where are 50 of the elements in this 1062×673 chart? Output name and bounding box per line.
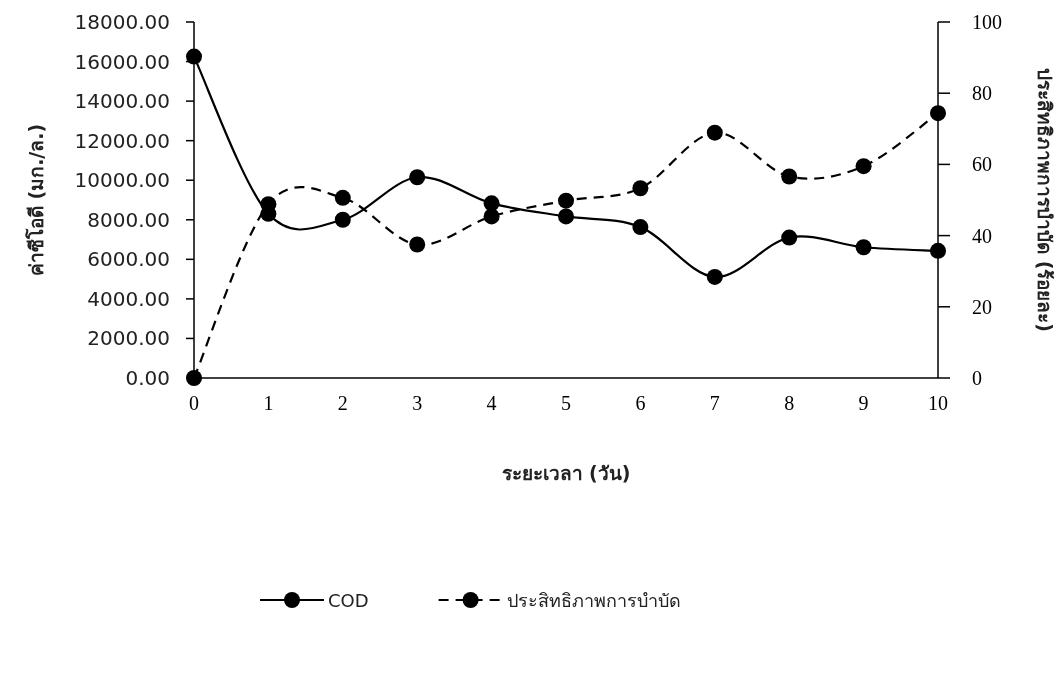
x-tick-label: 4 <box>486 392 497 414</box>
y-tick-label: 12000.00 <box>74 128 170 153</box>
x-tick-label: 0 <box>189 392 199 414</box>
y-tick-label: 6000.00 <box>87 247 170 272</box>
x-tick-label: 3 <box>412 392 423 414</box>
y-tick-label: 0.00 <box>125 366 170 390</box>
point <box>409 169 426 186</box>
x-axis-title: ระยะเวลา (วัน) <box>501 462 631 484</box>
y2-tick-label: 0 <box>972 367 982 389</box>
x-tick-label: 7 <box>709 392 720 414</box>
legend-label: COD <box>328 589 369 611</box>
y2-axis-title: ประสิทธิภาพการบำบัด (ร้อยละ) <box>1034 68 1056 332</box>
y2-tick-label: 60 <box>972 153 992 176</box>
y-tick-label: 18000.00 <box>74 10 170 34</box>
point <box>483 208 500 225</box>
point <box>186 48 202 65</box>
legend-label: ประสิทธิภาพการบำบัด <box>506 589 681 611</box>
point <box>855 239 872 256</box>
x-tick-label: 8 <box>784 392 795 414</box>
point <box>706 268 723 285</box>
x-tick-label: 9 <box>858 392 869 414</box>
point <box>632 219 649 236</box>
x-tick-label: 5 <box>561 392 571 414</box>
point <box>334 189 351 206</box>
x-tick-label: 6 <box>635 392 646 414</box>
point <box>409 236 426 253</box>
point <box>930 105 946 122</box>
y-tick-label: 8000.00 <box>87 207 170 232</box>
y-axis-title: ค่าซีโอดี (มก./ล.) <box>25 123 47 277</box>
y2-tick-label: 100 <box>972 11 1002 33</box>
y2-tick-label: 20 <box>972 295 992 318</box>
y-tick-label: 14000.00 <box>74 89 170 114</box>
y2-tick-label: 40 <box>972 224 992 247</box>
point <box>706 124 723 141</box>
point <box>334 211 351 228</box>
y-tick-label: 2000.00 <box>87 326 170 351</box>
point <box>781 168 798 185</box>
point <box>781 229 798 246</box>
y-tick-label: 16000.00 <box>74 49 170 74</box>
x-tick-label: 2 <box>337 392 348 414</box>
point <box>558 192 574 209</box>
y-tick-label: 4000.00 <box>87 286 170 311</box>
y-tick-label: 10000.00 <box>74 168 170 193</box>
x-tick-label: 1 <box>263 392 274 414</box>
point <box>930 242 946 259</box>
y2-tick-label: 80 <box>972 82 992 105</box>
point <box>632 180 649 197</box>
point <box>855 158 872 175</box>
point <box>558 208 574 225</box>
x-tick-label: 10 <box>928 392 948 414</box>
